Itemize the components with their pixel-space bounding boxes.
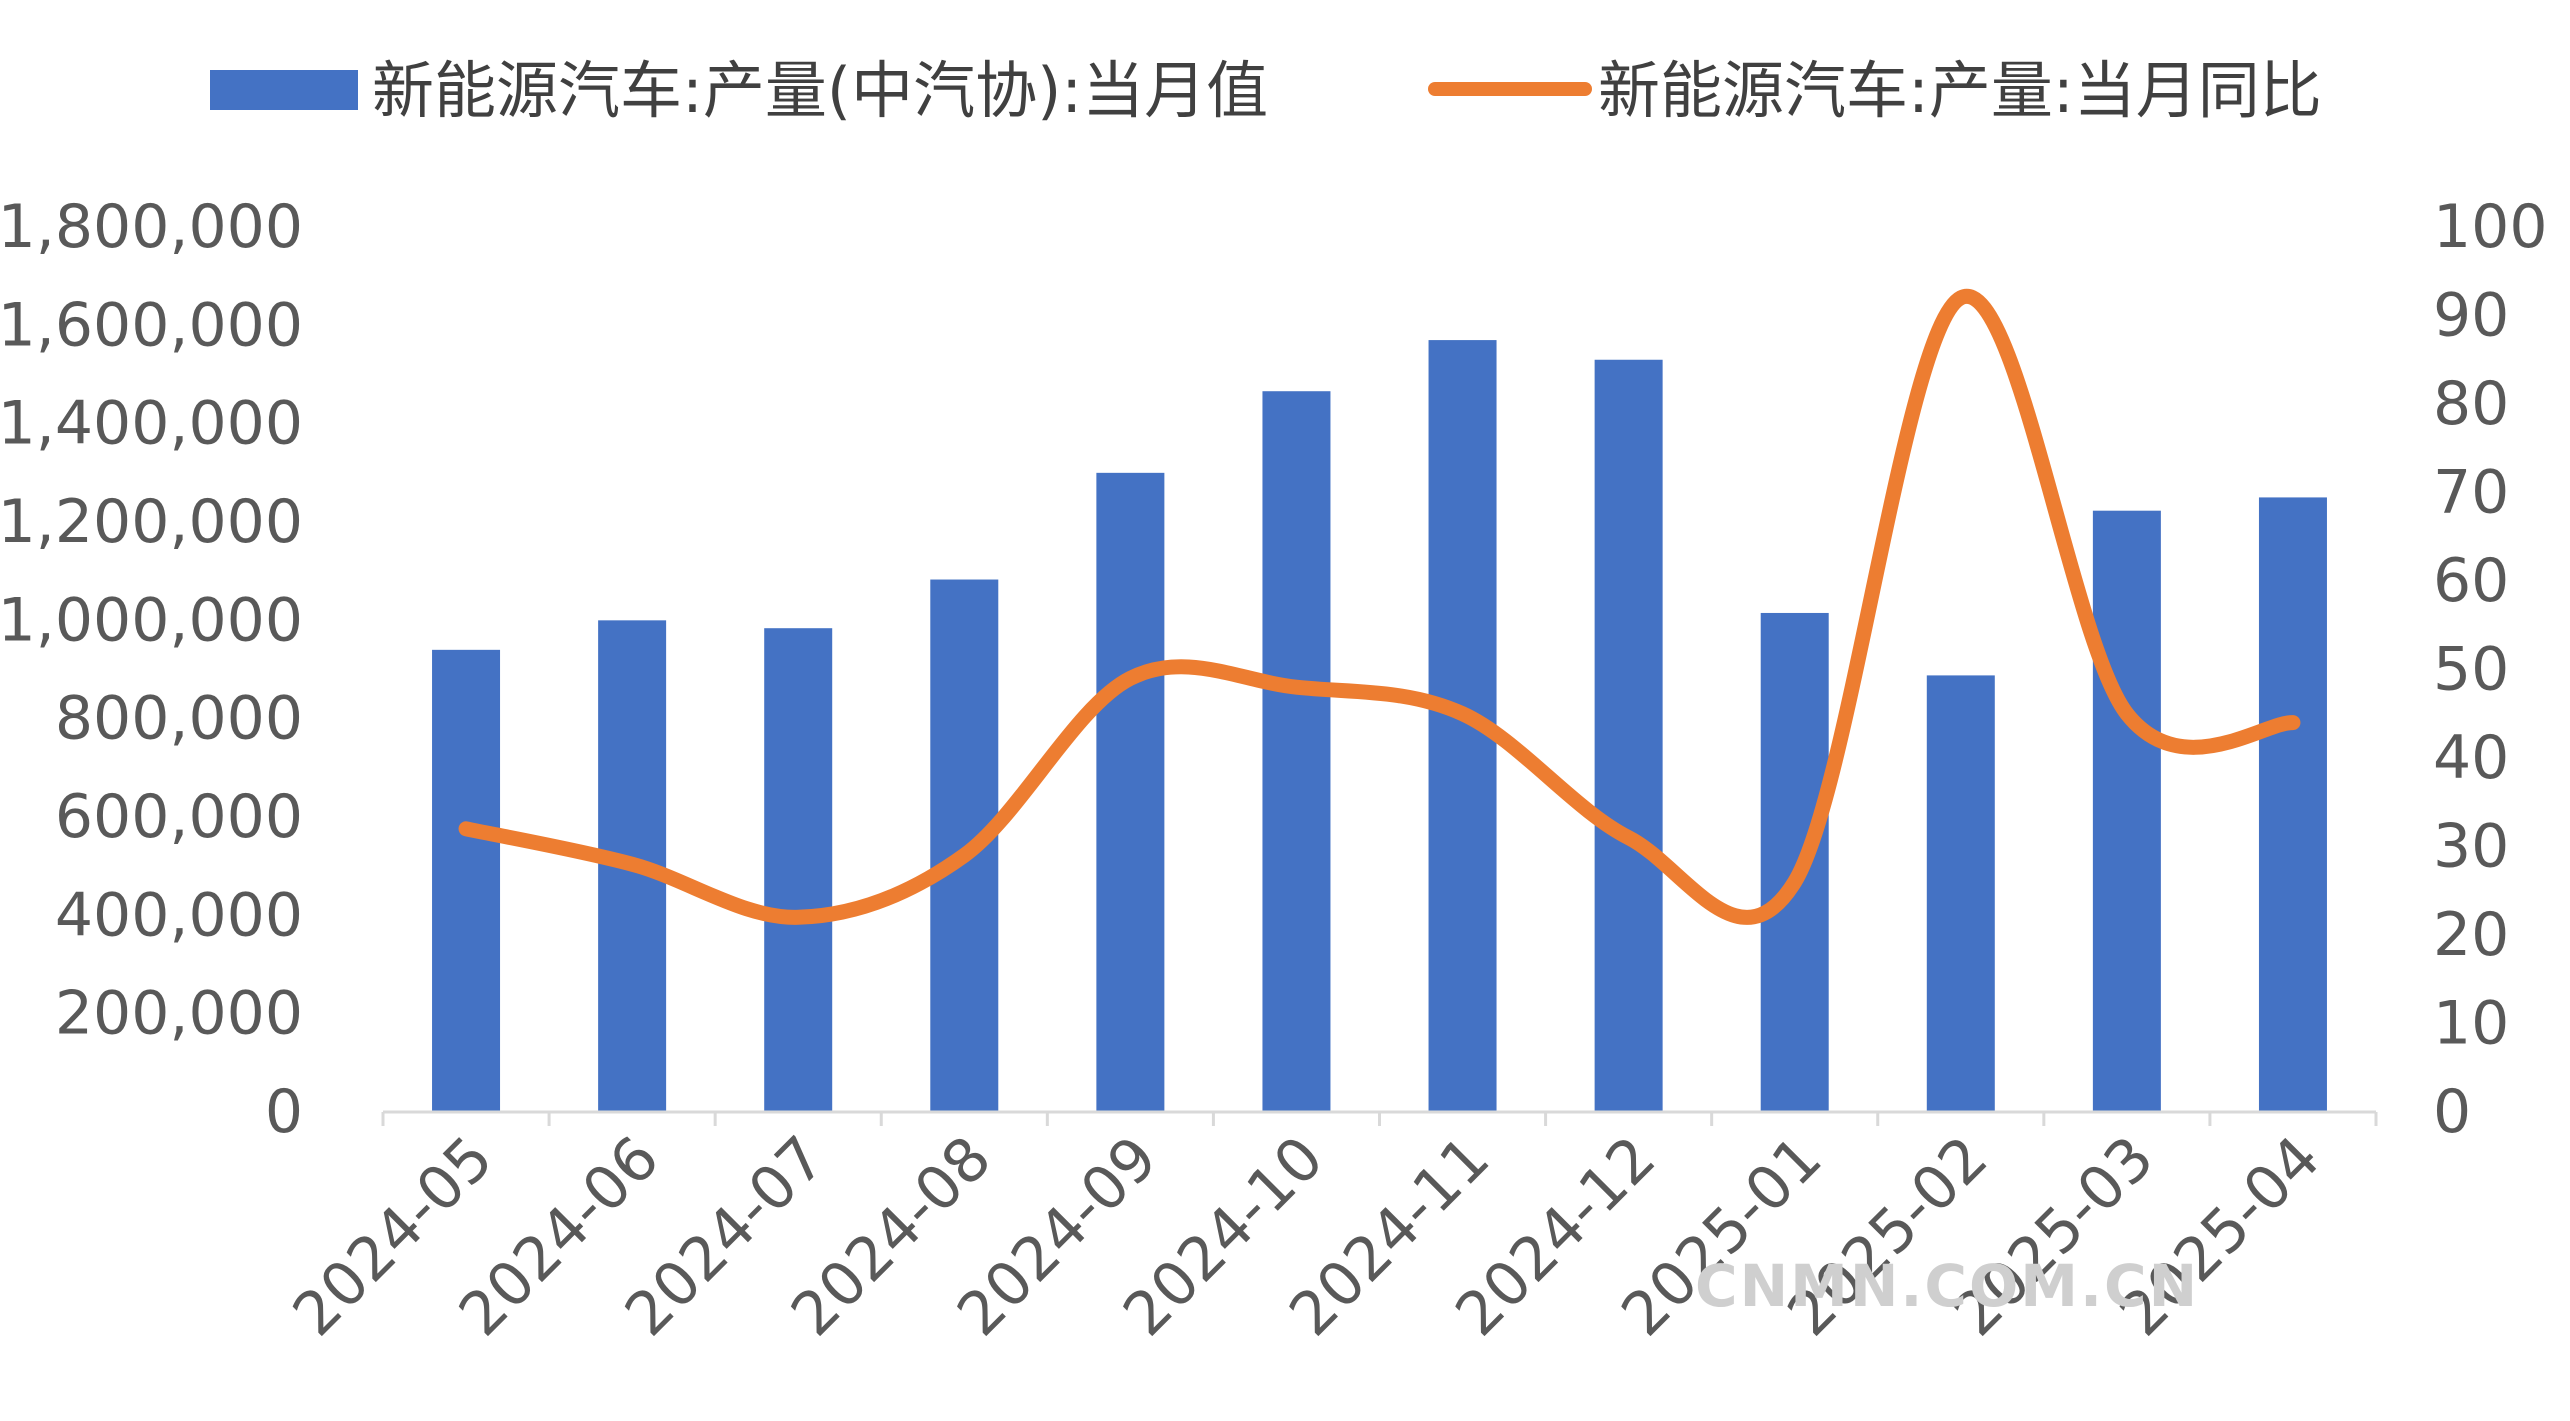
bar — [1594, 359, 1663, 1112]
left-axis-tick-label: 0 — [265, 1077, 303, 1147]
right-axis: 0 10 20 30 40 50 60 70 80 90 100 — [2433, 192, 2548, 1147]
left-axis-tick-label: 400,000 — [55, 880, 303, 950]
legend-label-bar: 新能源汽车:产量(中汽协):当月值 — [372, 54, 1268, 127]
legend: 新能源汽车:产量(中汽协):当月值 新能源汽车:产量:当月同比 — [210, 54, 2322, 127]
bar — [1926, 675, 1995, 1112]
bar — [2092, 510, 2161, 1113]
right-axis-tick-label: 80 — [2433, 369, 2509, 439]
left-axis-tick-label: 1,000,000 — [0, 585, 303, 655]
right-axis-tick-label: 50 — [2433, 635, 2509, 705]
right-axis-tick-label: 40 — [2433, 723, 2509, 793]
right-axis-tick-label: 30 — [2433, 812, 2509, 882]
left-axis: 0 200,000 400,000 600,000 800,000 1,000,000 1,… — [0, 192, 303, 1147]
right-axis-tick-label: 100 — [2433, 192, 2548, 262]
bar — [432, 649, 501, 1112]
line-series — [458, 288, 2301, 925]
bar — [2258, 497, 2327, 1113]
legend-label-line: 新能源汽车:产量:当月同比 — [1598, 54, 2322, 127]
right-axis-tick-label: 0 — [2433, 1077, 2471, 1147]
x-axis-ticks — [381, 1112, 2378, 1126]
right-axis-tick-label: 90 — [2433, 281, 2509, 351]
left-axis-tick-label: 1,200,000 — [0, 487, 303, 557]
bar — [764, 628, 833, 1112]
left-axis-tick-label: 200,000 — [55, 979, 303, 1049]
watermark: CNMN.COM.CN — [1695, 1252, 2199, 1320]
bar — [1760, 612, 1829, 1112]
left-axis-tick-label: 1,800,000 — [0, 192, 303, 262]
right-axis-tick-label: 20 — [2433, 900, 2509, 970]
left-axis-tick-label: 1,600,000 — [0, 290, 303, 360]
right-axis-tick-label: 60 — [2433, 546, 2509, 616]
left-axis-tick-label: 1,400,000 — [0, 389, 303, 459]
bar — [930, 579, 999, 1112]
right-axis-tick-label: 70 — [2433, 458, 2509, 528]
right-axis-tick-label: 10 — [2433, 989, 2509, 1059]
bar — [1262, 391, 1331, 1112]
legend-swatch-bar — [210, 70, 358, 110]
bar — [1096, 472, 1165, 1112]
left-axis-tick-label: 800,000 — [55, 684, 303, 754]
left-axis-tick-label: 600,000 — [55, 782, 303, 852]
